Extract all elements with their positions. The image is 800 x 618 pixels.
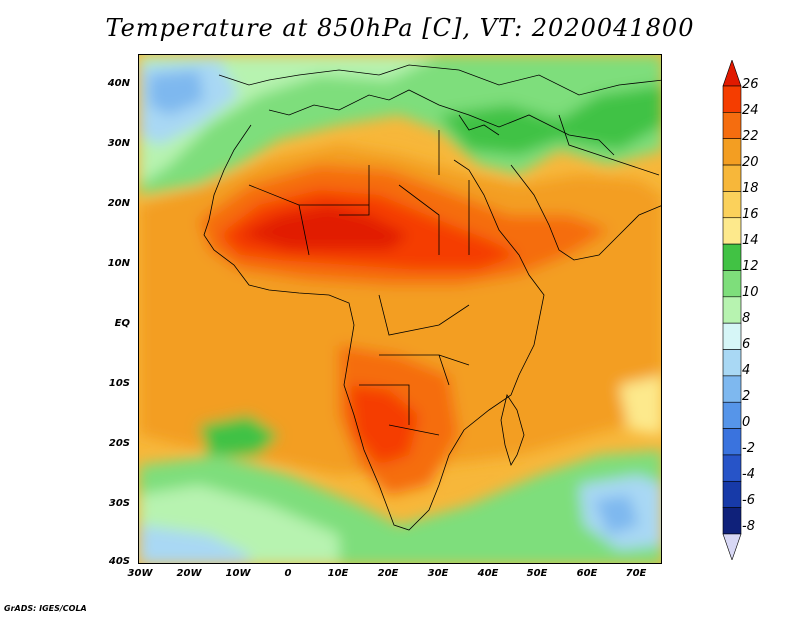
colorbar-bin — [722, 322, 742, 350]
y-tick-10n: 10N — [107, 258, 130, 269]
colorbar-bin — [722, 112, 742, 140]
y-tick-20n: 20N — [107, 198, 130, 209]
colorbar-bin — [722, 401, 742, 429]
colorbar-label-20: 20 — [742, 155, 759, 170]
grads-credit: GrADS: IGES/COLA — [4, 604, 87, 613]
temperature-map — [138, 54, 662, 564]
x-tick-50e: 50E — [526, 568, 548, 579]
colorbar-label-m4: -4 — [742, 467, 755, 482]
x-tick-30w: 30W — [127, 568, 153, 579]
colorbar-arrow-bottom — [722, 533, 742, 560]
map-canvas — [139, 55, 661, 563]
colorbar-label-8: 8 — [742, 311, 751, 326]
x-tick-20w: 20W — [176, 568, 202, 579]
x-tick-60e: 60E — [576, 568, 598, 579]
x-tick-40e: 40E — [477, 568, 499, 579]
colorbar-bin — [722, 270, 742, 298]
colorbar-bin — [722, 375, 742, 403]
x-tick-10e: 10E — [327, 568, 349, 579]
colorbar-bin — [722, 191, 742, 219]
temperature-field — [139, 55, 661, 563]
colorbar-label-m2: -2 — [742, 441, 755, 456]
y-tick-30n: 30N — [107, 138, 130, 149]
colorbar-label-0: 0 — [742, 415, 751, 430]
colorbar-bin — [722, 296, 742, 324]
colorbar-bin — [722, 507, 742, 535]
colorbar-bin — [722, 217, 742, 245]
x-tick-0: 0 — [284, 568, 292, 579]
colorbar — [722, 60, 742, 560]
colorbar-boxes — [722, 60, 742, 560]
colorbar-label-24: 24 — [742, 103, 759, 118]
colorbar-bin — [722, 428, 742, 456]
x-tick-70e: 70E — [625, 568, 647, 579]
colorbar-label-10: 10 — [742, 285, 759, 300]
y-tick-eq: EQ — [114, 318, 130, 329]
colorbar-bin — [722, 164, 742, 192]
colorbar-label-4: 4 — [742, 363, 751, 378]
colorbar-label-26: 26 — [742, 77, 759, 92]
x-tick-30e: 30E — [427, 568, 449, 579]
colorbar-bin — [722, 243, 742, 271]
colorbar-label-18: 18 — [742, 181, 759, 196]
y-tick-10s: 10S — [108, 378, 130, 389]
colorbar-bin — [722, 85, 742, 113]
colorbar-label-2: 2 — [742, 389, 751, 404]
colorbar-label-16: 16 — [742, 207, 759, 222]
colorbar-arrow-top — [722, 60, 742, 87]
colorbar-bin — [722, 349, 742, 377]
colorbar-label-22: 22 — [742, 129, 759, 144]
x-tick-20e: 20E — [377, 568, 399, 579]
y-tick-30s: 30S — [108, 498, 130, 509]
colorbar-label-6: 6 — [742, 337, 751, 352]
colorbar-bin — [722, 454, 742, 482]
y-tick-40n: 40N — [107, 78, 130, 89]
colorbar-bin — [722, 480, 742, 508]
x-tick-10w: 10W — [225, 568, 251, 579]
colorbar-bin — [722, 138, 742, 166]
y-tick-40s: 40S — [108, 556, 130, 567]
colorbar-label-m6: -6 — [742, 493, 755, 508]
colorbar-label-12: 12 — [742, 259, 759, 274]
coastlines — [203, 64, 661, 531]
colorbar-label-14: 14 — [742, 233, 759, 248]
colorbar-label-m8: -8 — [742, 519, 755, 534]
map-title: Temperature at 850hPa [C], VT: 202004180… — [105, 14, 695, 42]
y-tick-20s: 20S — [108, 438, 130, 449]
